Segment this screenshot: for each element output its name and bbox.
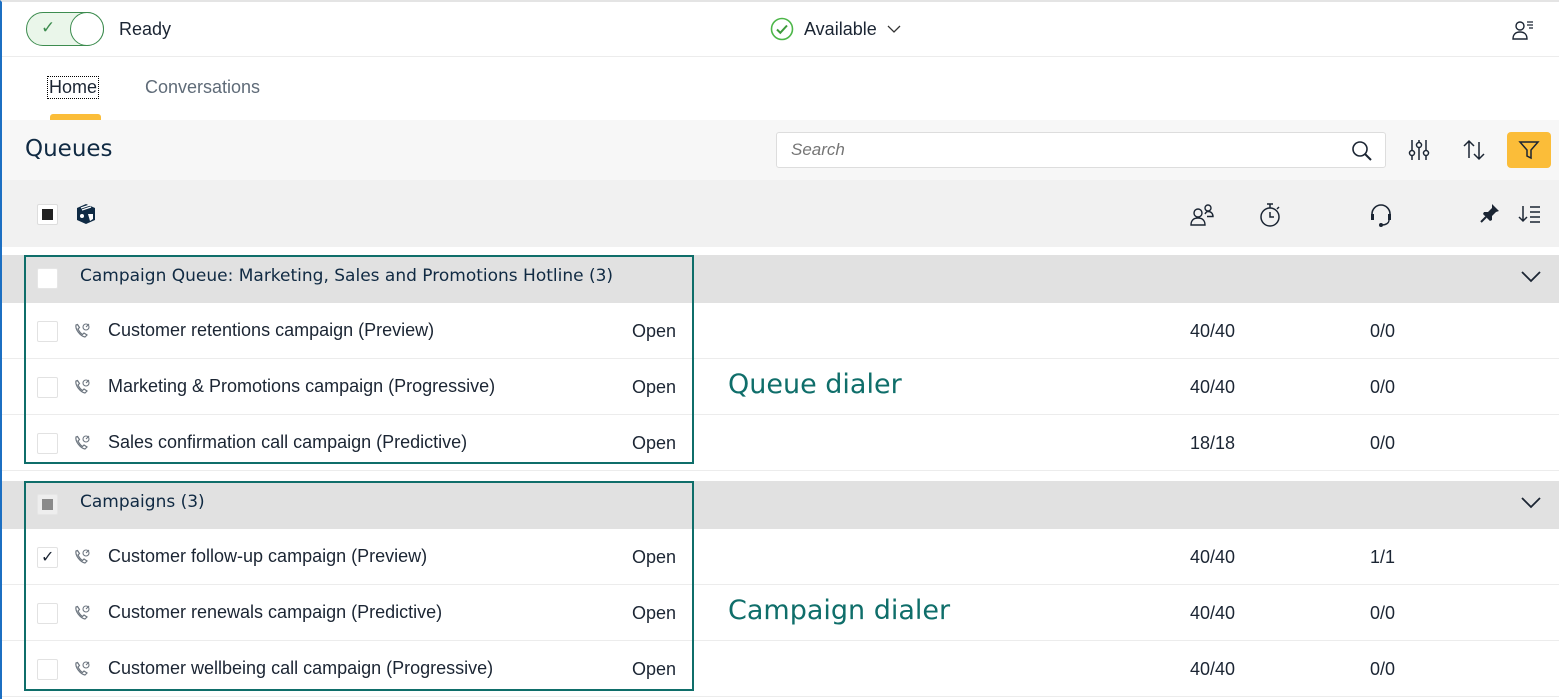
phone-campaign-icon xyxy=(75,379,90,394)
stopwatch-icon[interactable] xyxy=(1258,202,1282,228)
search-icon[interactable] xyxy=(1351,140,1373,162)
presence-dropdown[interactable]: Available xyxy=(770,17,901,41)
sort-icon xyxy=(1463,139,1485,161)
check-icon: ✓ xyxy=(41,18,56,37)
ready-toggle[interactable]: ✓ xyxy=(26,12,104,46)
phone-campaign-icon xyxy=(75,661,90,676)
table-row[interactable]: Customer wellbeing call campaign (Progre… xyxy=(2,641,1559,697)
group-title: Campaign Queue: Marketing, Sales and Pro… xyxy=(80,266,614,286)
table-row[interactable]: Customer retentions campaign (Preview) O… xyxy=(2,303,1559,359)
group-highlight-box xyxy=(24,255,694,464)
campaign-status: Open xyxy=(632,321,677,341)
active-count: 0/0 xyxy=(1370,603,1396,623)
campaign-name: Customer follow-up campaign (Preview) xyxy=(108,546,428,566)
presence-label: Available xyxy=(804,18,877,39)
chevron-down-icon[interactable] xyxy=(1521,270,1541,284)
search-input[interactable] xyxy=(777,133,1337,167)
campaign-name: Customer retentions campaign (Preview) xyxy=(108,320,435,340)
active-count: 1/1 xyxy=(1370,547,1396,567)
tab-conversations[interactable]: Conversations xyxy=(145,77,261,97)
sliders-icon xyxy=(1408,140,1430,160)
column-header xyxy=(2,180,1559,247)
chevron-down-icon[interactable] xyxy=(1521,496,1541,510)
group-checkbox[interactable] xyxy=(37,268,58,289)
group-title: Campaigns (3) xyxy=(80,492,205,512)
search-box[interactable] xyxy=(776,132,1386,168)
headset-icon[interactable] xyxy=(1368,202,1394,228)
active-count: 0/0 xyxy=(1370,659,1396,679)
group-checkbox[interactable] xyxy=(37,494,58,515)
phone-campaign-icon xyxy=(75,435,90,450)
ready-label: Ready xyxy=(119,19,172,39)
filter-icon xyxy=(1518,141,1540,160)
campaign-status: Open xyxy=(632,659,677,679)
active-tab-indicator xyxy=(50,114,101,120)
settings-button[interactable] xyxy=(1397,132,1441,168)
select-all-checkbox[interactable] xyxy=(37,204,58,225)
row-checkbox[interactable] xyxy=(37,377,58,398)
tab-home[interactable]: Home xyxy=(46,76,100,99)
campaign-name: Marketing & Promotions campaign (Progres… xyxy=(108,376,496,396)
active-count: 0/0 xyxy=(1370,377,1396,397)
queue-cube-icon xyxy=(77,204,95,224)
phone-campaign-icon xyxy=(75,605,90,620)
campaign-status: Open xyxy=(632,433,677,453)
row-checkbox[interactable] xyxy=(37,433,58,454)
group-header[interactable]: Campaign Queue: Marketing, Sales and Pro… xyxy=(2,255,1559,303)
agents-icon[interactable] xyxy=(1189,203,1215,227)
group-highlight-box xyxy=(24,481,694,691)
phone-campaign-icon xyxy=(75,323,90,338)
filter-button[interactable] xyxy=(1507,132,1551,168)
agents-count: 40/40 xyxy=(1190,547,1236,567)
active-count: 0/0 xyxy=(1370,321,1396,341)
agents-count: 40/40 xyxy=(1190,321,1236,341)
campaign-status: Open xyxy=(632,377,677,397)
dialer-annotation: Campaign dialer xyxy=(728,595,951,626)
group-header[interactable]: Campaigns (3) xyxy=(2,481,1559,529)
chevron-down-icon xyxy=(887,25,901,33)
row-checkbox[interactable] xyxy=(37,603,58,624)
user-menu-icon[interactable] xyxy=(1512,19,1534,41)
sort-button[interactable] xyxy=(1452,132,1496,168)
phone-campaign-icon xyxy=(75,549,90,564)
table-row[interactable]: Sales confirmation call campaign (Predic… xyxy=(2,415,1559,471)
active-count: 0/0 xyxy=(1370,433,1396,453)
page-title: Queues xyxy=(25,136,113,162)
agents-count: 40/40 xyxy=(1190,659,1236,679)
campaign-name: Customer wellbeing call campaign (Progre… xyxy=(108,658,494,678)
dialer-annotation: Queue dialer xyxy=(728,369,902,400)
sort-list-icon[interactable] xyxy=(1518,204,1542,224)
table-row[interactable]: Marketing & Promotions campaign (Progres… xyxy=(2,359,1559,415)
row-checkbox[interactable] xyxy=(37,321,58,342)
agents-count: 40/40 xyxy=(1190,603,1236,623)
agents-count: 18/18 xyxy=(1190,433,1236,453)
campaign-name: Sales confirmation call campaign (Predic… xyxy=(108,432,468,452)
campaign-name: Customer renewals campaign (Predictive) xyxy=(108,602,443,622)
table-row[interactable]: ✓ Customer follow-up campaign (Preview) … xyxy=(2,529,1559,585)
campaign-status: Open xyxy=(632,547,677,567)
agents-count: 40/40 xyxy=(1190,377,1236,397)
campaign-status: Open xyxy=(632,603,677,623)
row-checkbox[interactable] xyxy=(37,659,58,680)
row-checkbox[interactable]: ✓ xyxy=(37,547,58,568)
available-check-icon xyxy=(770,17,794,41)
pin-icon[interactable] xyxy=(1479,202,1501,224)
top-bar: ✓ Ready Available xyxy=(2,2,1559,57)
table-row[interactable]: Customer renewals campaign (Predictive) … xyxy=(2,585,1559,641)
